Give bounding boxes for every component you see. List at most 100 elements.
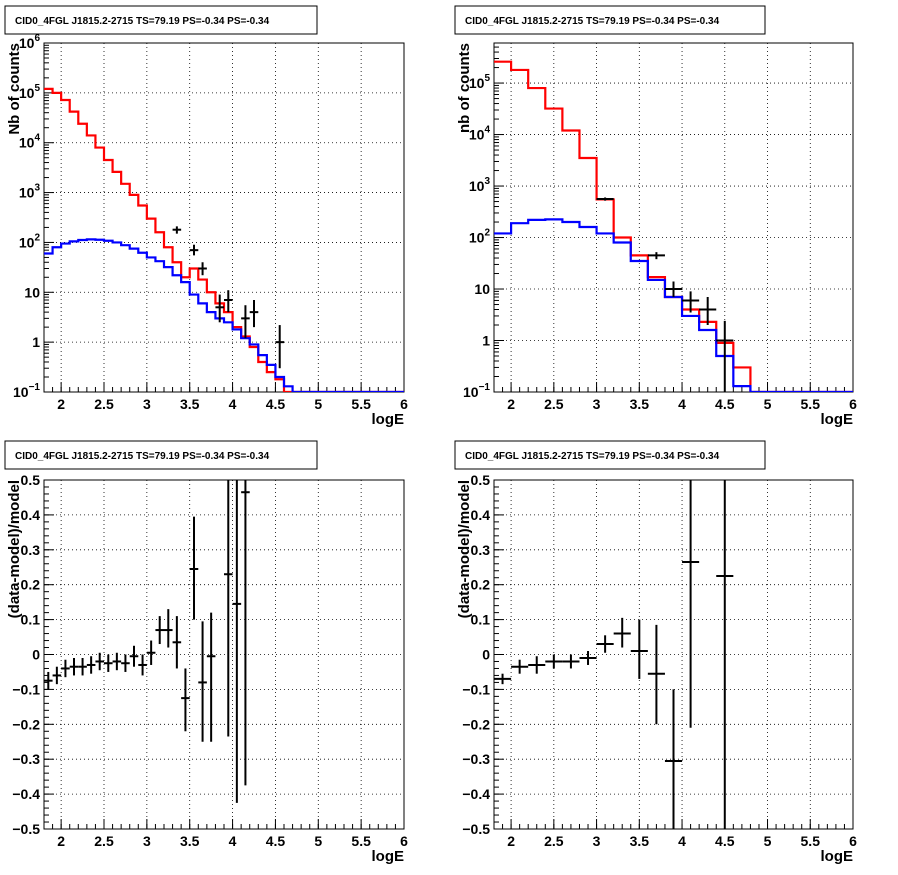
data-point (121, 654, 130, 672)
y-tick-label: 1 (482, 333, 490, 349)
x-axis-label: logE (372, 848, 405, 865)
data-point (224, 290, 233, 313)
x-tick-label: 2.5 (94, 833, 114, 849)
data-point (682, 291, 700, 313)
data-point (562, 654, 580, 669)
y-tick-label: 105 (19, 83, 41, 101)
x-tick-label: 6 (849, 396, 857, 412)
x-tick-label: 4 (229, 396, 237, 412)
y-axis: −0.5 −0.4 −0.3 −0.2 −0.1 0 0.1 0.2 0.3 0.4 0.5(dat… (6, 472, 404, 837)
data-point (86, 656, 96, 674)
title-box (454, 5, 766, 35)
x-tick-label: 3 (143, 396, 151, 412)
data-point (189, 244, 199, 256)
x-tick-label: 3 (143, 833, 151, 849)
y-tick-label: 0.5 (471, 472, 491, 488)
data-point (198, 621, 207, 742)
y-tick-label: 105 (469, 73, 491, 91)
x-tick-label: 3.5 (180, 833, 200, 849)
data-point (138, 654, 147, 676)
chart-panel-4: CID0_4FGL J1815.2-2715 TS=79.19 PS=-0.34… (454, 440, 857, 865)
y-tick-label: 0.1 (471, 612, 491, 628)
x-tick-label: 5 (764, 833, 772, 849)
y-axis: −0.5 −0.4 −0.3 −0.2 −0.1 0 0.1 0.2 0.3 0.4 0.5(dat… (456, 472, 853, 837)
data-point (146, 640, 156, 665)
chart-title: CID0_4FGL J1815.2-2715 TS=79.19 PS=-0.34… (15, 451, 270, 462)
plot-frame (43, 42, 405, 393)
series-group (494, 60, 853, 392)
blue-step-series (44, 238, 404, 392)
y-tick-label: 0.1 (21, 612, 41, 628)
y-tick-label: 0.3 (471, 542, 491, 558)
x-tick-label: 3.5 (630, 396, 650, 412)
title-box (454, 440, 766, 470)
data-point (198, 262, 207, 276)
y-axis-label: (data-model)/model (456, 480, 473, 618)
data-point (664, 689, 683, 829)
x-tick-label: 5 (314, 833, 322, 849)
title-box (4, 5, 318, 35)
y-tick-label: 0.2 (21, 577, 41, 593)
y-tick-label: 102 (469, 228, 491, 246)
x-tick-label: 6 (400, 833, 408, 849)
x-tick-label: 5.5 (351, 833, 371, 849)
y-axis-label: nb of counts (456, 43, 473, 133)
x-tick-label: 4.5 (266, 833, 286, 849)
x-tick-label: 6 (849, 833, 857, 849)
data-point (596, 197, 614, 201)
y-tick-label: 0.5 (21, 472, 41, 488)
y-tick-label: 10−1 (13, 382, 40, 400)
y-tick-label: −0.2 (462, 716, 490, 732)
y-tick-label: −0.1 (462, 681, 490, 697)
x-tick-label: 2 (57, 833, 65, 849)
x-tick-label: 3.5 (180, 396, 200, 412)
data-point (699, 296, 717, 326)
x-tick-label: 5.5 (801, 833, 821, 849)
series-group (44, 480, 250, 803)
y-tick-label: 102 (19, 232, 41, 250)
data-point (61, 659, 70, 678)
data-point (95, 652, 104, 671)
data-point (647, 624, 665, 725)
chart-panel-1: CID0_4FGL J1815.2-2715 TS=79.19 PS=-0.34… (4, 5, 408, 428)
title-box (4, 440, 318, 470)
data-point (78, 657, 87, 676)
y-tick-label: 0.4 (471, 507, 491, 523)
y-tick-label: 0.4 (21, 507, 41, 523)
x-tick-label: 3 (593, 833, 601, 849)
y-tick-label: −0.3 (12, 751, 40, 767)
y-tick-label: 103 (19, 183, 41, 201)
plot-frame (493, 42, 854, 393)
data-point (241, 480, 250, 786)
y-tick-label: −0.2 (12, 716, 40, 732)
x-tick-label: 2 (507, 833, 515, 849)
y-tick-label: −0.5 (12, 821, 40, 837)
y-tick-label: 1 (32, 334, 40, 350)
y-tick-label: 0 (482, 647, 490, 663)
x-tick-label: 4.5 (715, 833, 735, 849)
x-tick-label: 2.5 (544, 833, 564, 849)
data-point (716, 480, 734, 829)
y-tick-label: 10−1 (463, 382, 490, 400)
x-tick-label: 3 (593, 396, 601, 412)
data-point (241, 305, 250, 339)
x-axis-label: logE (372, 411, 405, 428)
y-tick-label: 103 (469, 176, 491, 194)
data-point (494, 673, 512, 685)
data-point (181, 668, 190, 732)
data-point (630, 619, 648, 679)
x-axis-label: logE (821, 848, 854, 865)
chart-title: CID0_4FGL J1815.2-2715 TS=79.19 PS=-0.34… (465, 451, 720, 462)
y-tick-label: 0.2 (471, 577, 491, 593)
data-point (172, 616, 182, 669)
data-point (579, 651, 597, 665)
x-tick-label: 6 (400, 396, 408, 412)
x-tick-label: 4 (678, 396, 686, 412)
x-tick-label: 4 (678, 833, 686, 849)
x-axis-label: logE (821, 411, 854, 428)
y-tick-label: −0.3 (462, 751, 490, 767)
data-point (172, 226, 182, 234)
